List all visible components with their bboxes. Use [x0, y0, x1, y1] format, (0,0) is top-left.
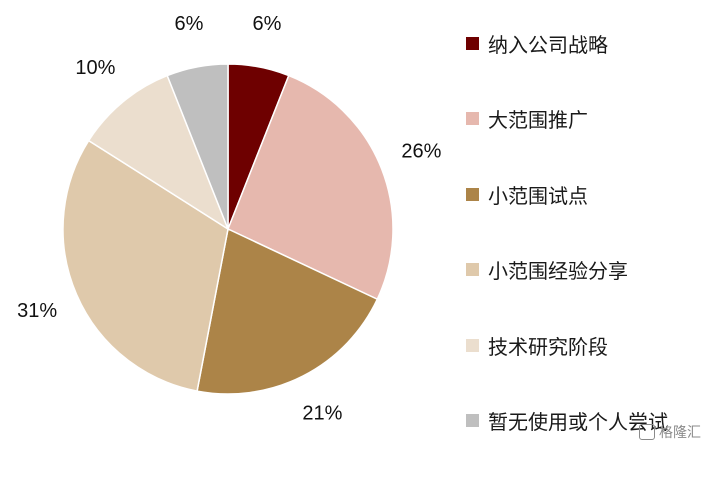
- slice-value-label: 31%: [17, 300, 57, 322]
- slice-value-label: 6%: [175, 13, 204, 35]
- pie-slice: [87, 74, 230, 231]
- pie-slice: [166, 63, 229, 230]
- slice-value-label: 10%: [75, 57, 115, 79]
- legend-swatch: [466, 187, 479, 201]
- legend-label: 大范围推广: [488, 108, 588, 133]
- pie-slice: [196, 227, 379, 395]
- legend-swatch: [466, 36, 479, 50]
- legend-item: 暂无使用或个人尝试: [466, 405, 702, 437]
- slice-value-label: 26%: [401, 141, 441, 163]
- legend-item: 纳入公司战略: [466, 27, 702, 59]
- legend-label: 小范围经验分享: [488, 259, 628, 284]
- legend-swatch: [466, 414, 479, 428]
- legend-item: 小范围经验分享: [466, 254, 702, 286]
- watermark-logo: 格隆汇: [639, 422, 701, 442]
- slice-value-label: 6%: [253, 13, 282, 35]
- logo-icon: [639, 424, 655, 440]
- legend-label: 技术研究阶段: [488, 334, 608, 359]
- legend-item: 小范围试点: [466, 178, 702, 210]
- legend: 纳入公司战略 大范围推广小范围试点小范围经验分享 技术研究阶段暂无使用或个人尝试: [466, 27, 702, 481]
- legend-item: 大范围推广: [466, 103, 702, 135]
- pie-chart: 6% 26% 21% 31% 10% 6%: [17, 13, 442, 425]
- legend-label: 小范围试点: [488, 183, 588, 208]
- watermark-text: 格隆汇: [659, 425, 701, 441]
- legend-swatch: [466, 338, 479, 352]
- legend-swatch: [466, 112, 479, 126]
- slice-value-label: 21%: [302, 403, 342, 425]
- pie-slice: [227, 74, 394, 301]
- legend-item: 技术研究阶段: [466, 329, 702, 361]
- legend-swatch: [466, 263, 479, 277]
- legend-label: 纳入公司战略: [488, 32, 608, 57]
- legend-label: 暂无使用或个人尝试: [488, 410, 668, 435]
